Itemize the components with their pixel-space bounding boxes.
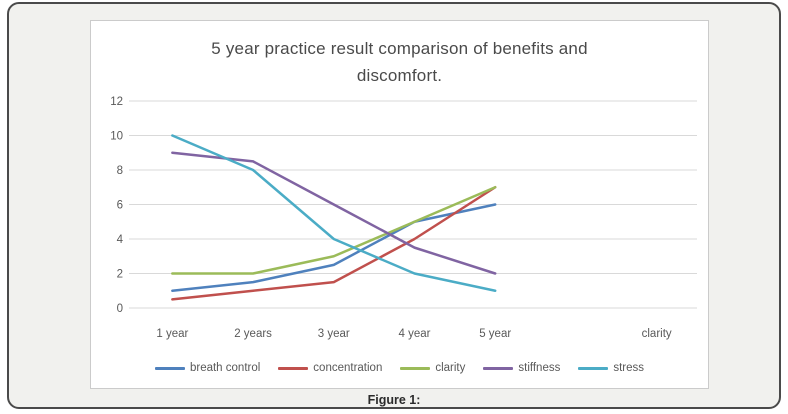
y-tick-label: 0 xyxy=(117,303,123,315)
legend-label: stress xyxy=(613,362,645,374)
legend-label: concentration xyxy=(313,362,383,374)
series-line-clarity xyxy=(171,186,497,275)
y-tick-label: 4 xyxy=(117,234,124,246)
series-line-breath-control xyxy=(171,203,497,292)
chart-panel: 5 year practice result comparison of ben… xyxy=(90,20,709,389)
legend-swatch xyxy=(278,366,309,370)
legend-swatch xyxy=(154,366,185,370)
legend-item-concentration: concentration xyxy=(278,362,382,374)
chart-title: 5 year practice result comparison of ben… xyxy=(91,35,708,89)
x-tick-label: 5 year xyxy=(479,328,511,340)
x-tick-label: clarity xyxy=(642,328,672,340)
x-axis-labels: 1 year 2 years 3 year 4 year 5 year clarity xyxy=(156,328,672,340)
x-tick-label: 4 year xyxy=(399,328,431,340)
legend-item-stiffness: stiffness xyxy=(483,362,560,374)
legend-item-stress: stress xyxy=(578,362,644,374)
legend-item-clarity: clarity xyxy=(400,362,465,374)
legend-swatch xyxy=(578,366,609,370)
chart-plot-area: 0 2 4 6 8 10 12 1 year 2 years 3 year 4 year 5 year… xyxy=(110,96,697,340)
chart-title-line-1: 5 year practice result comparison of ben… xyxy=(211,39,588,58)
legend-label: clarity xyxy=(435,362,466,374)
y-tick-label: 6 xyxy=(117,200,123,212)
legend-label: stiffness xyxy=(518,362,561,374)
y-tick-label: 12 xyxy=(110,96,123,108)
figure-frame: 5 year practice result comparison of ben… xyxy=(7,2,781,409)
y-tick-label: 2 xyxy=(117,269,123,281)
chart-title-line-2: discomfort. xyxy=(356,66,443,85)
x-tick-label: 1 year xyxy=(156,328,188,340)
figure-caption: Figure 1: xyxy=(367,393,421,407)
y-tick-label: 10 xyxy=(110,131,123,143)
gridlines xyxy=(129,100,697,309)
x-tick-label: 3 year xyxy=(318,328,350,340)
chart-legend: breath control concentration clarity stiffn… xyxy=(91,362,708,374)
legend-swatch xyxy=(400,366,431,370)
legend-item-breath-control: breath control xyxy=(154,362,261,374)
y-axis-labels: 0 2 4 6 8 10 12 xyxy=(110,96,123,315)
series-lines xyxy=(171,134,497,301)
series-line-concentration xyxy=(171,186,497,301)
y-tick-label: 8 xyxy=(117,165,123,177)
legend-swatch xyxy=(483,366,514,370)
x-tick-label: 2 years xyxy=(234,328,272,340)
series-line-stress xyxy=(171,134,497,292)
legend-label: breath control xyxy=(189,362,261,374)
